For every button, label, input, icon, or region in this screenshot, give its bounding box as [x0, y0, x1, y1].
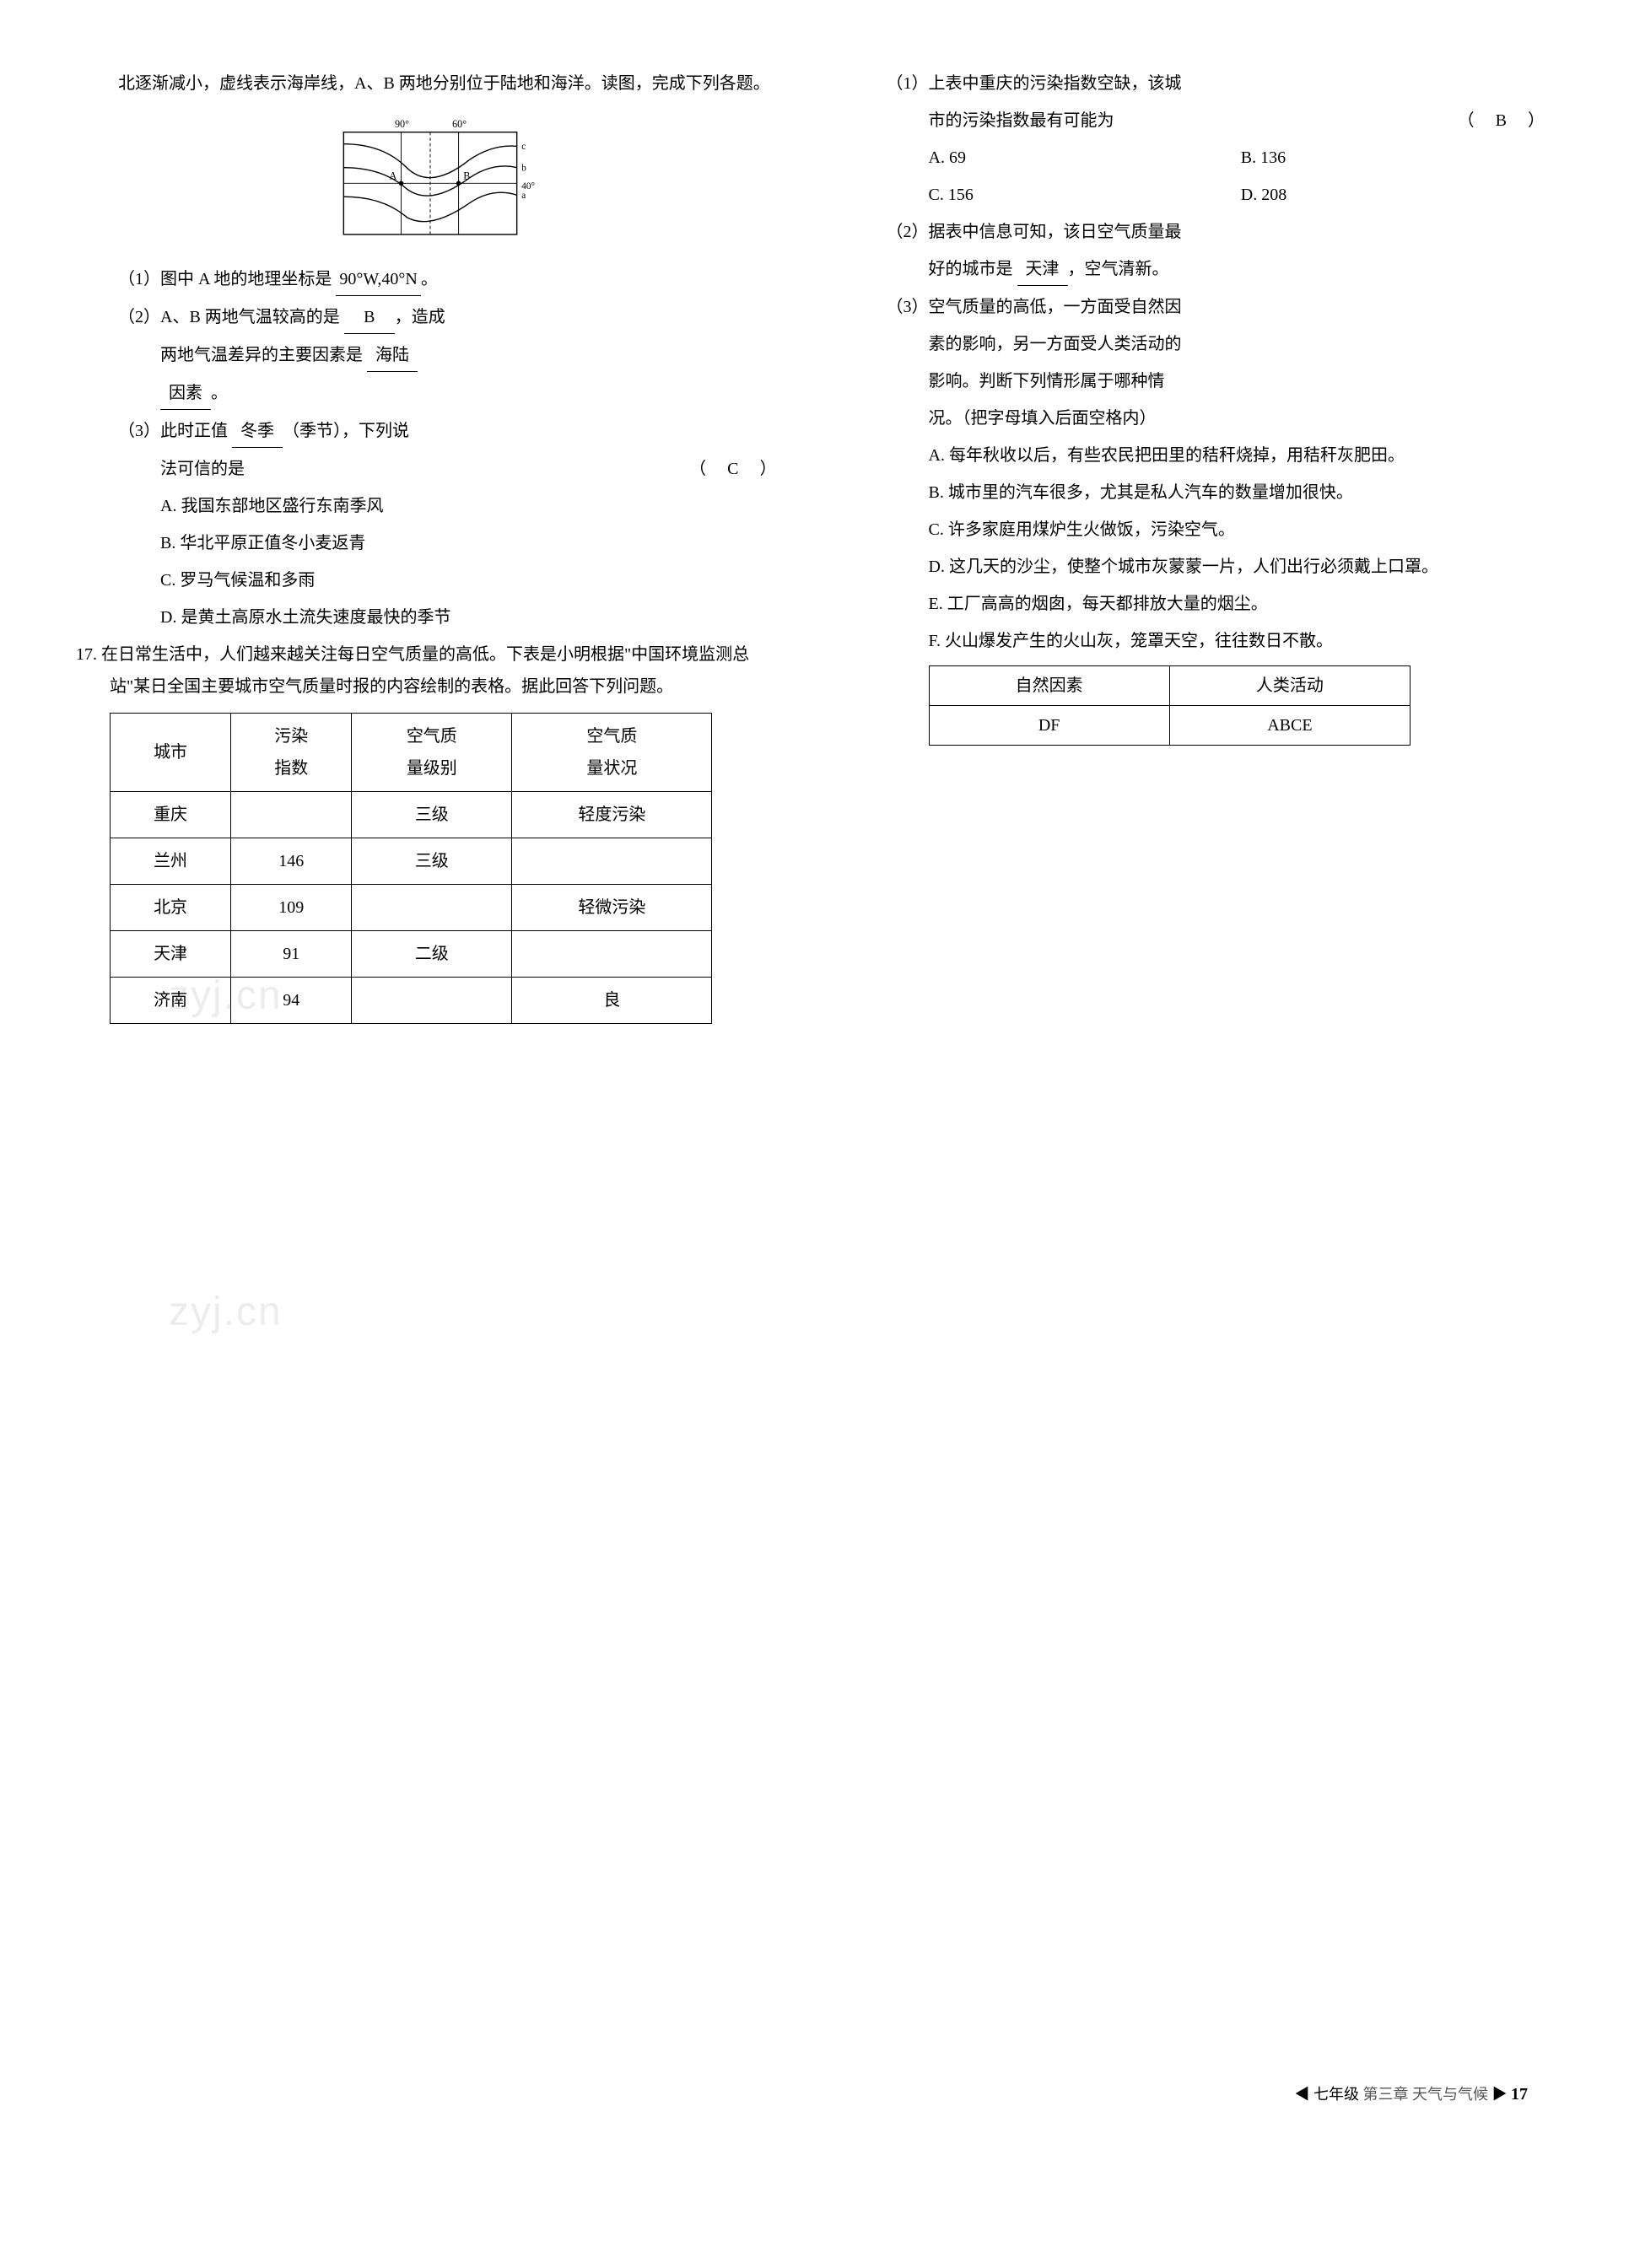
- rq3-optC: C. 许多家庭用煤炉生火做饭，污染空气。: [844, 514, 1554, 546]
- rq1-opts-ab: A. 69 B. 136: [844, 142, 1554, 174]
- answer-table: 自然因素 人类活动 DF ABCE: [929, 665, 1411, 746]
- table-row: 兰州 146 三级: [111, 838, 712, 884]
- th-city: 城市: [111, 713, 231, 791]
- rq3-c1: 素的影响，另一方面受人类活动的: [844, 328, 1554, 360]
- q3-optD: D. 是黄土高原水土流失速度最快的季节: [76, 601, 785, 633]
- rq1-paren: （ B ）: [1458, 105, 1553, 137]
- q1: （1）图中 A 地的地理坐标是 90°W,40°N。: [76, 263, 785, 296]
- svg-text:B: B: [463, 170, 470, 182]
- right-column: （1）上表中重庆的污染指数空缺，该城 市的污染指数最有可能为 （ B ） A. …: [844, 67, 1554, 2110]
- page-content: 北逐渐减小，虚线表示海岸线，A、B 两地分别位于陆地和海洋。读图，完成下列各题。…: [76, 67, 1553, 2110]
- svg-text:90°: 90°: [395, 118, 409, 130]
- q3-ans: 冬季: [232, 415, 283, 448]
- rq3-optB: B. 城市里的汽车很多，尤其是私人汽车的数量增加很快。: [844, 477, 1554, 509]
- rq2-cont: 好的城市是 天津，空气清新。: [844, 253, 1554, 286]
- rq1: （1）上表中重庆的污染指数空缺，该城: [844, 67, 1554, 100]
- q2-ans2b: 因素: [160, 377, 211, 410]
- page-number: 17: [1511, 2085, 1528, 2104]
- svg-text:a: a: [522, 191, 526, 201]
- q3-optA: A. 我国东部地区盛行东南季风: [76, 490, 785, 522]
- svg-text:60°: 60°: [452, 118, 467, 130]
- rq3-optA: A. 每年秋收以后，有些农民把田里的秸秆烧掉，用秸秆灰肥田。: [844, 439, 1554, 471]
- ans-a2: ABCE: [1169, 706, 1410, 746]
- q2-cont2: 因素。: [76, 377, 785, 410]
- rq3-optE: E. 工厂高高的烟囱，每天都排放大量的烟尘。: [844, 588, 1554, 620]
- rq2: （2）据表中信息可知，该日空气质量最: [844, 216, 1554, 248]
- th-level: 空气质量级别: [352, 713, 512, 791]
- q3-paren: （ C ）: [689, 453, 785, 485]
- rq1-opts-cd: C. 156 D. 208: [844, 179, 1554, 211]
- footer-marker: ▶: [1492, 2086, 1508, 2103]
- q2-ans2a: 海陆: [367, 339, 418, 372]
- left-column: 北逐渐减小，虚线表示海岸线，A、B 两地分别位于陆地和海洋。读图，完成下列各题。…: [76, 67, 785, 2110]
- svg-text:40°: 40°: [522, 181, 536, 191]
- footer-chapter: 第三章 天气与气候: [1363, 2086, 1489, 2103]
- ans-h1: 自然因素: [929, 666, 1169, 706]
- page-footer: ◀ 七年级 第三章 天气与气候 ▶ 17: [844, 2078, 1554, 2110]
- q1-answer: 90°W,40°N: [336, 263, 420, 296]
- q2: （2）A、B 两地气温较高的是 B，造成: [76, 301, 785, 334]
- q2-cont: 两地气温差异的主要因素是 海陆: [76, 339, 785, 372]
- ans-h2: 人类活动: [1169, 666, 1410, 706]
- svg-text:c: c: [522, 142, 526, 152]
- rq2-ans: 天津: [1017, 253, 1068, 286]
- intro-text: 北逐渐减小，虚线表示海岸线，A、B 两地分别位于陆地和海洋。读图，完成下列各题。: [76, 67, 785, 100]
- rq1-cont: 市的污染指数最有可能为 （ B ）: [844, 105, 1554, 137]
- q3-cont: 法可信的是 （ C ）: [76, 453, 785, 485]
- rq3-optD: D. 这几天的沙尘，使整个城市灰蒙蒙一片，人们出行必须戴上口罩。: [844, 551, 1554, 583]
- rq3: （3）空气质量的高低，一方面受自然因: [844, 291, 1554, 323]
- table-row: 重庆 三级 轻度污染: [111, 791, 712, 838]
- footer-grade: ◀ 七年级: [1295, 2086, 1360, 2103]
- map-diagram: 90° 60° A B c b 40° a: [312, 116, 548, 251]
- th-idx: 污染指数: [231, 713, 352, 791]
- q3-optB: B. 华北平原正值冬小麦返青: [76, 527, 785, 559]
- svg-text:A: A: [390, 170, 397, 182]
- svg-text:b: b: [522, 163, 527, 173]
- table-row: 北京 109 轻微污染: [111, 884, 712, 930]
- table-row: 济南 94 良: [111, 977, 712, 1023]
- rq3-c2: 影响。判断下列情形属于哪种情: [844, 365, 1554, 397]
- rq3-optF: F. 火山爆发产生的火山灰，笼罩天空，往往数日不散。: [844, 625, 1554, 657]
- q3-optC: C. 罗马气候温和多雨: [76, 564, 785, 596]
- th-state: 空气质量状况: [512, 713, 712, 791]
- ans-a1: DF: [929, 706, 1169, 746]
- rq3-c3: 况。（把字母填入后面空格内）: [844, 402, 1554, 434]
- table-row: 天津 91 二级: [111, 930, 712, 977]
- q3: （3）此时正值 冬季（季节），下列说: [76, 415, 785, 448]
- q17-text: 17. 在日常生活中，人们越来越关注每日空气质量的高低。下表是小明根据"中国环境…: [110, 638, 785, 703]
- q2-ans1: B: [344, 301, 395, 334]
- air-quality-table: 城市 污染指数 空气质量级别 空气质量状况 重庆 三级 轻度污染 兰州 146 …: [110, 713, 712, 1024]
